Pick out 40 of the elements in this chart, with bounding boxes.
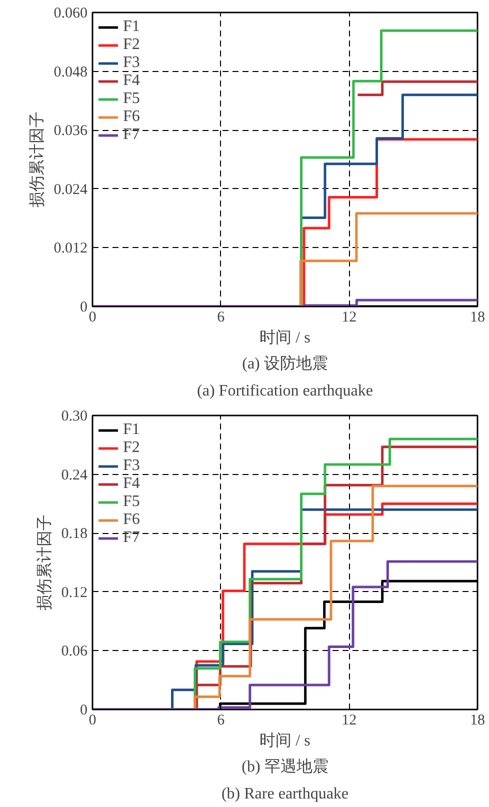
x-tick-label: 12	[342, 712, 357, 728]
x-tick-label: 18	[470, 712, 485, 728]
y-tick-label: 0.18	[61, 526, 88, 542]
legend-label: F1	[123, 18, 141, 36]
y-axis-title: 损伤累计因子	[35, 514, 54, 610]
y-tick-label: 0.24	[61, 467, 88, 484]
y-tick-label: 0.30	[61, 408, 88, 424]
x-tick-label: 6	[217, 310, 226, 326]
legend-label: F5	[123, 493, 141, 511]
legend-label: F7	[123, 126, 141, 144]
legend-label: F4	[123, 72, 141, 90]
text: (b) 罕遇地震	[242, 758, 328, 776]
x-tick-label: 6	[217, 712, 226, 728]
y-axis-title: 损伤累计因子	[28, 112, 46, 208]
legend-label: F7	[123, 529, 141, 547]
x-tick-label: 18	[470, 310, 485, 326]
legend-label: F2	[123, 36, 141, 54]
legend-label: F5	[123, 90, 141, 108]
legend-label: F3	[123, 457, 141, 475]
legend-label: F1	[123, 421, 141, 439]
y-tick-label: 0.036	[54, 123, 88, 140]
y-tick-label: 0.060	[54, 6, 88, 22]
y-tick-label: 0	[80, 300, 88, 316]
y-tick-label: 0.06	[61, 644, 88, 660]
legend-label: F6	[123, 108, 141, 126]
legend-label: F2	[123, 439, 141, 457]
y-tick-label: 0.024	[54, 182, 88, 198]
y-tick-label: 0.12	[61, 584, 88, 601]
legend-label: F6	[123, 511, 141, 529]
y-tick-label: 0	[80, 702, 88, 718]
text: (a) 设防地震	[242, 354, 328, 372]
text: (a) Fortification earthquake	[197, 382, 373, 400]
x-axis-title: 时间 / s	[260, 328, 310, 346]
x-axis-title: 时间 / s	[260, 732, 310, 750]
y-tick-label: 0.012	[54, 240, 88, 257]
legend-label: F3	[123, 54, 141, 72]
y-tick-label: 0.048	[54, 64, 88, 80]
text: (b) Rare earthquake	[221, 786, 349, 802]
x-tick-label: 12	[342, 310, 357, 326]
legend-label: F4	[123, 475, 141, 493]
